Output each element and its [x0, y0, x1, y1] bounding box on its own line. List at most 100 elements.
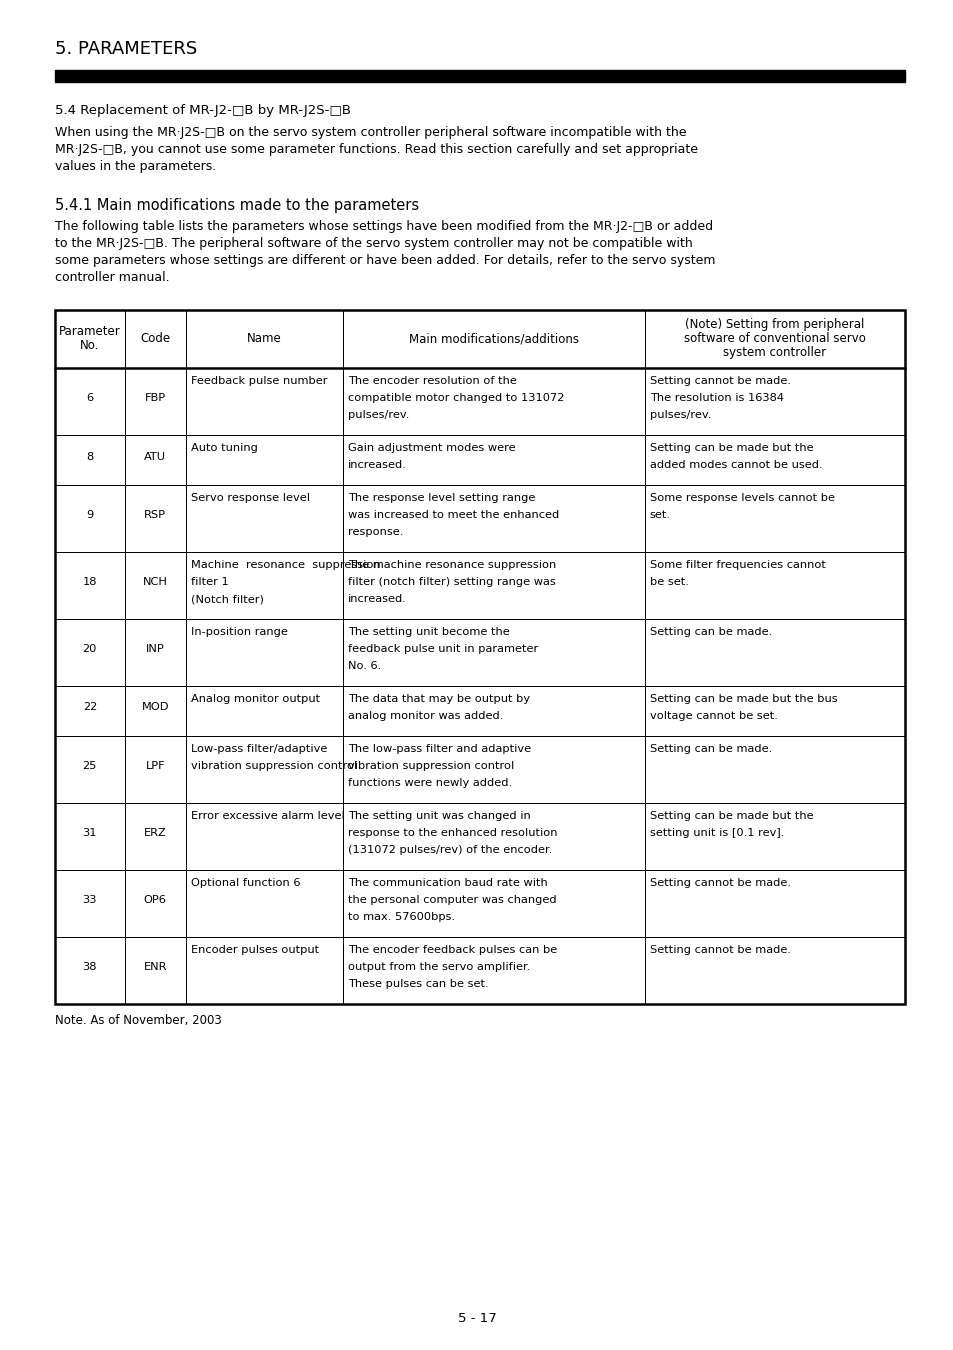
Text: Feedback pulse number: Feedback pulse number: [191, 377, 327, 386]
Text: increased.: increased.: [348, 594, 407, 603]
Text: These pulses can be set.: These pulses can be set.: [348, 979, 488, 990]
Text: 9: 9: [86, 510, 93, 520]
Bar: [186, 803, 343, 869]
Text: filter (notch filter) setting range was: filter (notch filter) setting range was: [348, 576, 556, 587]
Text: Optional function 6: Optional function 6: [191, 878, 300, 888]
Bar: [125, 310, 186, 369]
Text: INP: INP: [146, 644, 165, 653]
Text: ENR: ENR: [143, 963, 167, 972]
Text: 8: 8: [86, 451, 93, 462]
Text: Error excessive alarm level: Error excessive alarm level: [191, 811, 344, 821]
Bar: [125, 435, 186, 485]
Bar: [125, 686, 186, 736]
Bar: [125, 620, 186, 686]
Bar: [55, 620, 125, 686]
Text: In-position range: In-position range: [191, 626, 288, 637]
Text: be set.: be set.: [649, 576, 688, 587]
Text: Parameter: Parameter: [59, 325, 121, 338]
Text: The setting unit become the: The setting unit become the: [348, 626, 509, 637]
Bar: [55, 485, 125, 552]
Bar: [644, 552, 904, 620]
Text: pulses/rev.: pulses/rev.: [348, 410, 409, 420]
Text: The machine resonance suppression: The machine resonance suppression: [348, 560, 556, 570]
Text: Setting can be made.: Setting can be made.: [649, 626, 771, 637]
Bar: [55, 70, 904, 82]
Bar: [644, 686, 904, 736]
Text: Low-pass filter/adaptive: Low-pass filter/adaptive: [191, 744, 327, 755]
Bar: [125, 369, 186, 435]
Bar: [55, 803, 125, 869]
Text: Setting can be made but the: Setting can be made but the: [649, 811, 813, 821]
Bar: [186, 310, 343, 369]
Bar: [125, 552, 186, 620]
Text: compatible motor changed to 131072: compatible motor changed to 131072: [348, 393, 564, 404]
Text: MOD: MOD: [141, 702, 169, 713]
Text: was increased to meet the enhanced: was increased to meet the enhanced: [348, 510, 558, 520]
Bar: [343, 869, 644, 937]
Text: FBP: FBP: [145, 393, 166, 404]
Text: 5. PARAMETERS: 5. PARAMETERS: [55, 40, 197, 58]
Text: 33: 33: [83, 895, 97, 905]
Bar: [55, 310, 125, 369]
Text: (131072 pulses/rev) of the encoder.: (131072 pulses/rev) of the encoder.: [348, 845, 552, 855]
Text: 22: 22: [83, 702, 97, 713]
Bar: [186, 620, 343, 686]
Text: some parameters whose settings are different or have been added. For details, re: some parameters whose settings are diffe…: [55, 254, 715, 267]
Text: vibration suppression control: vibration suppression control: [191, 761, 356, 771]
Bar: [55, 552, 125, 620]
Text: response.: response.: [348, 526, 403, 537]
Bar: [343, 310, 644, 369]
Text: Setting can be made.: Setting can be made.: [649, 744, 771, 755]
Text: system controller: system controller: [722, 346, 825, 359]
Bar: [644, 310, 904, 369]
Text: The encoder resolution of the: The encoder resolution of the: [348, 377, 517, 386]
Text: set.: set.: [649, 510, 670, 520]
Text: Setting can be made but the bus: Setting can be made but the bus: [649, 694, 837, 703]
Text: increased.: increased.: [348, 460, 407, 470]
Text: 5 - 17: 5 - 17: [457, 1312, 496, 1324]
Bar: [186, 435, 343, 485]
Bar: [55, 435, 125, 485]
Text: (Notch filter): (Notch filter): [191, 594, 263, 603]
Bar: [343, 435, 644, 485]
Text: the personal computer was changed: the personal computer was changed: [348, 895, 557, 905]
Text: When using the MR·J2S-□B on the servo system controller peripheral software inco: When using the MR·J2S-□B on the servo sy…: [55, 126, 686, 139]
Bar: [343, 686, 644, 736]
Bar: [186, 369, 343, 435]
Bar: [343, 620, 644, 686]
Text: functions were newly added.: functions were newly added.: [348, 778, 512, 788]
Text: Note. As of November, 2003: Note. As of November, 2003: [55, 1014, 221, 1027]
Bar: [186, 552, 343, 620]
Bar: [644, 485, 904, 552]
Text: Analog monitor output: Analog monitor output: [191, 694, 319, 703]
Bar: [343, 369, 644, 435]
Text: Servo response level: Servo response level: [191, 493, 310, 504]
Text: controller manual.: controller manual.: [55, 271, 170, 284]
Text: RSP: RSP: [144, 510, 166, 520]
Bar: [644, 736, 904, 803]
Bar: [186, 485, 343, 552]
Text: output from the servo amplifier.: output from the servo amplifier.: [348, 963, 530, 972]
Text: Setting cannot be made.: Setting cannot be made.: [649, 945, 790, 954]
Text: pulses/rev.: pulses/rev.: [649, 410, 711, 420]
Text: The low-pass filter and adaptive: The low-pass filter and adaptive: [348, 744, 531, 755]
Bar: [125, 736, 186, 803]
Bar: [125, 485, 186, 552]
Bar: [343, 803, 644, 869]
Bar: [644, 435, 904, 485]
Text: setting unit is [0.1 rev].: setting unit is [0.1 rev].: [649, 828, 783, 838]
Bar: [125, 937, 186, 1004]
Text: ERZ: ERZ: [144, 828, 167, 838]
Bar: [343, 485, 644, 552]
Text: The resolution is 16384: The resolution is 16384: [649, 393, 783, 404]
Text: Code: Code: [140, 332, 171, 346]
Text: 25: 25: [83, 761, 97, 771]
Bar: [125, 869, 186, 937]
Text: The response level setting range: The response level setting range: [348, 493, 535, 504]
Text: Some response levels cannot be: Some response levels cannot be: [649, 493, 834, 504]
Text: 20: 20: [83, 644, 97, 653]
Bar: [186, 937, 343, 1004]
Text: to max. 57600bps.: to max. 57600bps.: [348, 913, 455, 922]
Text: to the MR·J2S-□B. The peripheral software of the servo system controller may not: to the MR·J2S-□B. The peripheral softwar…: [55, 238, 692, 250]
Text: vibration suppression control: vibration suppression control: [348, 761, 514, 771]
